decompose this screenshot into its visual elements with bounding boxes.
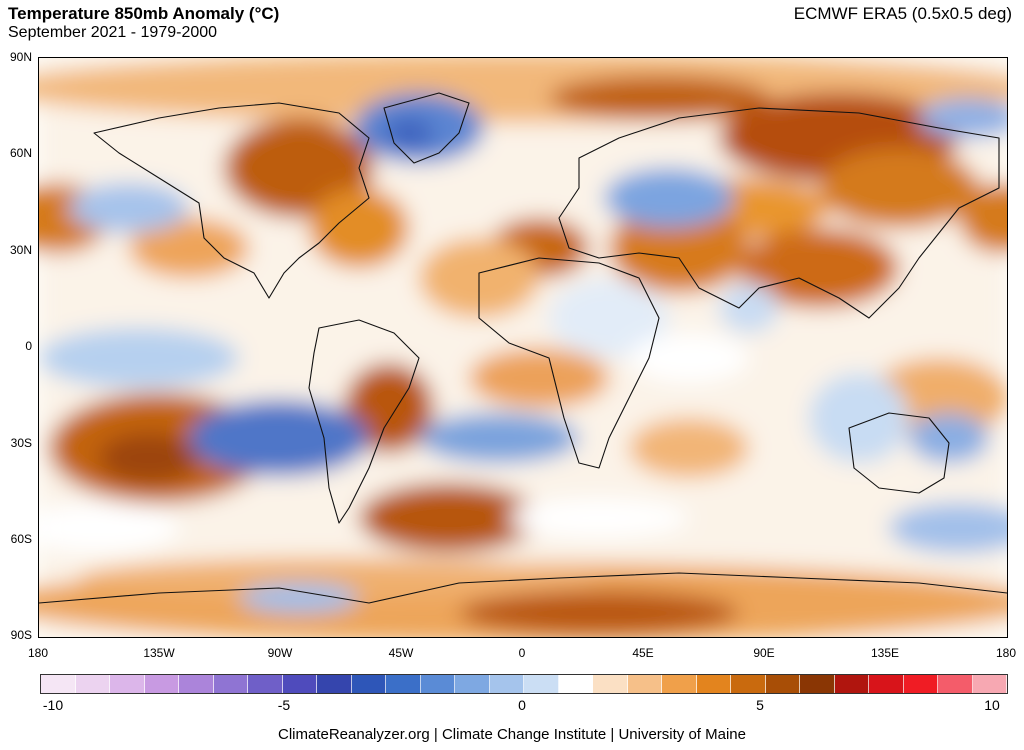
colorbar-cell <box>903 675 938 693</box>
coastlines <box>39 92 1007 604</box>
lat-label-60s: 60S <box>10 532 32 546</box>
colorbar-cell <box>558 675 593 693</box>
colorbar-cell <box>282 675 317 693</box>
colorbar-cell <box>524 675 559 693</box>
map-title: Temperature 850mb Anomaly (°C) <box>8 4 280 23</box>
colorbar-cell <box>248 675 283 693</box>
colorbar-cell <box>420 675 455 693</box>
colorbar-cell <box>869 675 904 693</box>
lon-label-135e: 135E <box>870 646 900 660</box>
colorbar-label-min: -10 <box>42 697 64 713</box>
lat-label-90s: 90S <box>10 628 32 642</box>
lon-label-180e: 180 <box>995 646 1017 660</box>
map-subtitle: September 2021 - 1979-2000 <box>8 24 218 41</box>
colorbar-label-zero: 0 <box>518 697 526 713</box>
colorbar-label-neg5: -5 <box>277 697 291 713</box>
colorbar-cell <box>627 675 662 693</box>
footer-credits[interactable]: ClimateReanalyzer.org | Climate Change I… <box>278 726 746 743</box>
lon-label-90e: 90E <box>753 646 775 660</box>
colorbar-cell <box>938 675 973 693</box>
anomaly-map[interactable] <box>38 57 1008 638</box>
colorbar-cell <box>317 675 352 693</box>
lat-label-0: 0 <box>25 339 32 353</box>
colorbar-cell <box>351 675 386 693</box>
colorbar-cell <box>731 675 766 693</box>
colorbar-cell <box>834 675 869 693</box>
colorbar-cell <box>972 675 1007 693</box>
colorbar-cell <box>662 675 697 693</box>
color-scale-bar <box>40 674 1008 694</box>
lat-label-30n: 30N <box>9 243 32 257</box>
lat-label-90n: 90N <box>9 50 32 64</box>
colorbar-cell <box>765 675 800 693</box>
anomaly-field <box>39 58 1007 637</box>
colorbar-cell <box>455 675 490 693</box>
lon-label-45e: 45E <box>632 646 654 660</box>
colorbar-label-pos5: 5 <box>756 697 764 713</box>
colorbar-label-max: 10 <box>984 697 1000 713</box>
lon-label-135w: 135W <box>143 646 175 660</box>
colorbar-cell <box>144 675 179 693</box>
colorbar-cell <box>75 675 110 693</box>
lat-label-60n: 60N <box>9 146 32 160</box>
lon-label-0: 0 <box>518 646 526 660</box>
data-source-label: ECMWF ERA5 (0.5x0.5 deg) <box>793 4 1012 23</box>
anomaly-map-svg <box>39 58 1007 637</box>
colorbar-cell <box>593 675 628 693</box>
lat-label-30s: 30S <box>10 436 32 450</box>
colorbar-cell <box>386 675 421 693</box>
colorbar-cell <box>489 675 524 693</box>
lon-label-180w: 180 <box>27 646 49 660</box>
lon-label-45w: 45W <box>388 646 414 660</box>
lon-label-90w: 90W <box>267 646 293 660</box>
colorbar-cell <box>41 675 76 693</box>
colorbar-cell <box>179 675 214 693</box>
colorbar-cell <box>110 675 145 693</box>
colorbar-cell <box>696 675 731 693</box>
colorbar-cell <box>800 675 835 693</box>
colorbar-cell <box>213 675 248 693</box>
